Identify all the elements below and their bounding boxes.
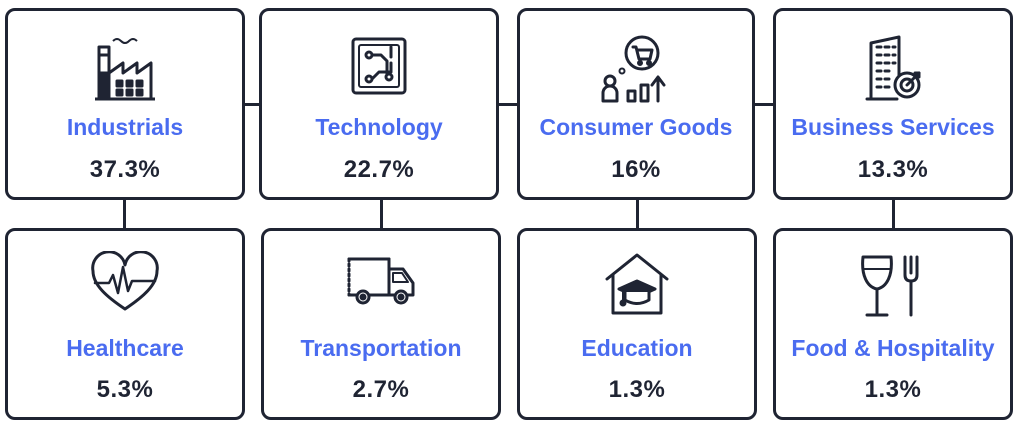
sector-percentage: 5.3%: [96, 376, 154, 403]
sector-percentage: 16%: [611, 156, 661, 183]
connector-vertical-4: [892, 199, 895, 229]
sector-label: Food & Hospitality: [791, 335, 995, 361]
school-graduation-cap-icon: [603, 251, 671, 317]
sector-card-transportation: Transportation 2.7%: [261, 228, 501, 420]
sector-percentage: 1.3%: [864, 376, 922, 403]
connector-top-2-3: [498, 103, 518, 106]
circuit-chip-icon: [347, 33, 411, 99]
sector-percentage: 37.3%: [89, 156, 161, 183]
office-building-target-icon: [861, 33, 925, 103]
factory-icon: [93, 33, 157, 103]
delivery-truck-icon: [345, 251, 417, 309]
connector-vertical-2: [380, 199, 383, 229]
sector-label: Education: [581, 335, 693, 361]
sector-percentage: 2.7%: [352, 376, 410, 403]
heartbeat-icon: [89, 251, 161, 315]
connector-top-1-2: [244, 103, 260, 106]
sector-percentage: 1.3%: [608, 376, 666, 403]
sector-label: Healthcare: [66, 335, 184, 361]
sector-percentage: 22.7%: [343, 156, 415, 183]
sector-card-industrials: Industrials 37.3%: [5, 8, 245, 200]
sector-card-technology: Technology 22.7%: [259, 8, 499, 200]
sector-label: Business Services: [791, 114, 995, 140]
sector-card-food-hospitality: Food & Hospitality 1.3%: [773, 228, 1013, 420]
connector-top-3-4: [754, 103, 774, 106]
sector-percentage: 13.3%: [857, 156, 929, 183]
sector-card-business-services: Business Services 13.3%: [773, 8, 1013, 200]
sector-card-education: Education 1.3%: [517, 228, 757, 420]
sector-label: Technology: [315, 114, 443, 140]
connector-vertical-1: [123, 199, 126, 229]
sector-card-consumer-goods: Consumer Goods 16%: [517, 8, 755, 200]
connector-vertical-3: [636, 199, 639, 229]
shopping-cart-growth-icon: [600, 33, 672, 105]
sector-label: Industrials: [66, 114, 184, 140]
sector-label: Consumer Goods: [539, 114, 733, 140]
sector-label: Transportation: [300, 335, 462, 361]
sector-card-healthcare: Healthcare 5.3%: [5, 228, 245, 420]
wine-glass-fork-icon: [857, 251, 929, 321]
